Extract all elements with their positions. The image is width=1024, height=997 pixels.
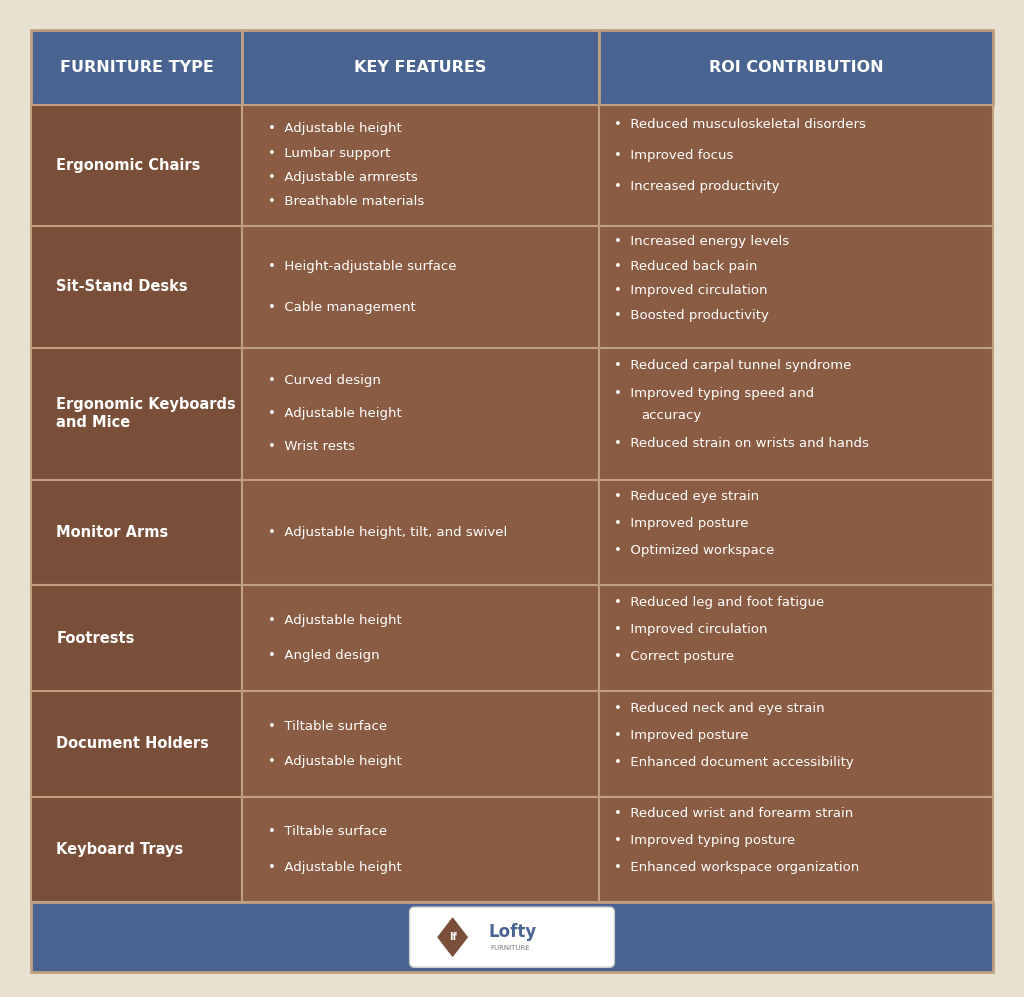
FancyBboxPatch shape xyxy=(31,902,993,972)
FancyBboxPatch shape xyxy=(599,105,993,226)
FancyBboxPatch shape xyxy=(243,585,599,691)
FancyBboxPatch shape xyxy=(410,907,614,967)
Text: •  Reduced wrist and forearm strain: • Reduced wrist and forearm strain xyxy=(614,808,853,821)
Text: •  Enhanced document accessibility: • Enhanced document accessibility xyxy=(614,756,854,769)
Text: •  Tiltable surface: • Tiltable surface xyxy=(268,826,387,838)
Text: •  Improved circulation: • Improved circulation xyxy=(614,623,768,636)
Text: •  Adjustable height: • Adjustable height xyxy=(268,123,401,136)
Text: •  Enhanced workspace organization: • Enhanced workspace organization xyxy=(614,861,859,874)
Text: •  Improved posture: • Improved posture xyxy=(614,729,749,742)
FancyBboxPatch shape xyxy=(31,480,243,585)
Text: •  Wrist rests: • Wrist rests xyxy=(268,441,355,454)
Text: •  Tiltable surface: • Tiltable surface xyxy=(268,720,387,733)
Text: •  Adjustable armrests: • Adjustable armrests xyxy=(268,171,418,184)
FancyBboxPatch shape xyxy=(243,105,599,226)
Text: •  Reduced strain on wrists and hands: • Reduced strain on wrists and hands xyxy=(614,438,869,451)
Text: •  Improved posture: • Improved posture xyxy=(614,517,749,530)
Text: Document Holders: Document Holders xyxy=(56,737,209,752)
Text: •  Increased energy levels: • Increased energy levels xyxy=(614,235,790,248)
Text: ROI CONTRIBUTION: ROI CONTRIBUTION xyxy=(709,60,884,75)
FancyBboxPatch shape xyxy=(31,105,243,226)
FancyBboxPatch shape xyxy=(599,691,993,797)
Text: FURNITURE TYPE: FURNITURE TYPE xyxy=(59,60,214,75)
Text: •  Lumbar support: • Lumbar support xyxy=(268,147,390,160)
Text: •  Adjustable height: • Adjustable height xyxy=(268,755,401,768)
FancyBboxPatch shape xyxy=(599,797,993,902)
FancyBboxPatch shape xyxy=(243,30,599,105)
Text: •  Adjustable height, tilt, and swivel: • Adjustable height, tilt, and swivel xyxy=(268,526,507,539)
Text: •  Cable management: • Cable management xyxy=(268,301,416,314)
Text: Footrests: Footrests xyxy=(56,631,134,646)
FancyBboxPatch shape xyxy=(599,226,993,348)
Text: accuracy: accuracy xyxy=(642,410,701,423)
Text: •  Reduced carpal tunnel syndrome: • Reduced carpal tunnel syndrome xyxy=(614,359,851,372)
Text: •  Reduced neck and eye strain: • Reduced neck and eye strain xyxy=(614,702,824,715)
Text: •  Adjustable height: • Adjustable height xyxy=(268,614,401,627)
FancyBboxPatch shape xyxy=(599,348,993,480)
FancyBboxPatch shape xyxy=(599,30,993,105)
FancyBboxPatch shape xyxy=(31,226,243,348)
Text: Ergonomic Keyboards
and Mice: Ergonomic Keyboards and Mice xyxy=(56,397,236,431)
Text: •  Reduced leg and foot fatigue: • Reduced leg and foot fatigue xyxy=(614,596,824,609)
Text: •  Curved design: • Curved design xyxy=(268,374,381,387)
Text: •  Optimized workspace: • Optimized workspace xyxy=(614,544,774,557)
Text: KEY FEATURES: KEY FEATURES xyxy=(354,60,486,75)
Text: Lofty: Lofty xyxy=(488,923,537,941)
FancyBboxPatch shape xyxy=(243,480,599,585)
FancyBboxPatch shape xyxy=(243,348,599,480)
FancyBboxPatch shape xyxy=(599,585,993,691)
FancyBboxPatch shape xyxy=(31,691,243,797)
Text: •  Breathable materials: • Breathable materials xyxy=(268,195,424,208)
FancyBboxPatch shape xyxy=(31,797,243,902)
Text: •  Improved typing speed and: • Improved typing speed and xyxy=(614,387,814,400)
Text: Keyboard Trays: Keyboard Trays xyxy=(56,841,183,857)
Text: Monitor Arms: Monitor Arms xyxy=(56,525,168,540)
FancyBboxPatch shape xyxy=(31,348,243,480)
Text: •  Reduced back pain: • Reduced back pain xyxy=(614,260,758,273)
FancyBboxPatch shape xyxy=(31,585,243,691)
Text: FURNITURE: FURNITURE xyxy=(490,945,530,951)
Text: •  Increased productivity: • Increased productivity xyxy=(614,180,779,193)
Text: •  Improved circulation: • Improved circulation xyxy=(614,284,768,297)
Text: •  Height-adjustable surface: • Height-adjustable surface xyxy=(268,260,457,273)
Text: Ergonomic Chairs: Ergonomic Chairs xyxy=(56,158,201,172)
Text: •  Improved typing posture: • Improved typing posture xyxy=(614,834,795,847)
Text: •  Adjustable height: • Adjustable height xyxy=(268,860,401,873)
Text: •  Boosted productivity: • Boosted productivity xyxy=(614,309,769,322)
Text: •  Reduced eye strain: • Reduced eye strain xyxy=(614,491,759,503)
Text: lf: lf xyxy=(449,932,457,942)
Text: •  Improved focus: • Improved focus xyxy=(614,149,733,162)
Text: •  Adjustable height: • Adjustable height xyxy=(268,407,401,420)
FancyBboxPatch shape xyxy=(243,226,599,348)
Text: •  Correct posture: • Correct posture xyxy=(614,650,734,663)
Polygon shape xyxy=(438,918,467,956)
Text: •  Angled design: • Angled design xyxy=(268,649,380,662)
FancyBboxPatch shape xyxy=(243,797,599,902)
FancyBboxPatch shape xyxy=(599,480,993,585)
FancyBboxPatch shape xyxy=(31,30,243,105)
FancyBboxPatch shape xyxy=(243,691,599,797)
Text: Sit-Stand Desks: Sit-Stand Desks xyxy=(56,279,187,294)
Text: •  Reduced musculoskeletal disorders: • Reduced musculoskeletal disorders xyxy=(614,118,866,131)
